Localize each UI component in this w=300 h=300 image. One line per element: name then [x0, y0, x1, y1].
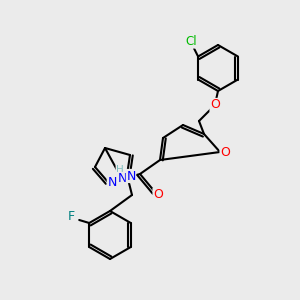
Text: O: O	[220, 146, 230, 158]
Text: F: F	[68, 211, 75, 224]
Text: N: N	[107, 176, 117, 190]
Text: N: N	[126, 169, 136, 182]
Text: O: O	[153, 188, 163, 202]
Text: H: H	[116, 165, 124, 175]
Text: O: O	[210, 98, 220, 112]
Text: Cl: Cl	[185, 35, 197, 48]
Text: N: N	[117, 172, 127, 185]
